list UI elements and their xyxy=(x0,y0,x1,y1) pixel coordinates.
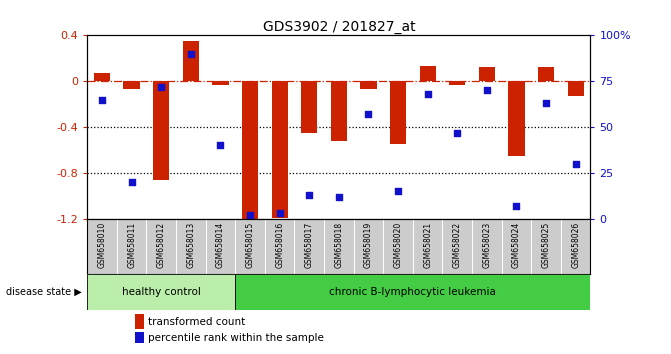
Point xyxy=(482,87,493,93)
Text: GSM658016: GSM658016 xyxy=(275,222,284,268)
Text: GSM658020: GSM658020 xyxy=(394,222,403,268)
Bar xyxy=(538,68,554,81)
Text: disease state ▶: disease state ▶ xyxy=(5,287,81,297)
Point xyxy=(156,84,166,90)
Text: percentile rank within the sample: percentile rank within the sample xyxy=(148,333,323,343)
Bar xyxy=(242,81,258,219)
Text: GSM658026: GSM658026 xyxy=(571,222,580,268)
Bar xyxy=(123,81,140,89)
Text: transformed count: transformed count xyxy=(148,317,245,327)
Text: GSM658012: GSM658012 xyxy=(157,222,166,268)
Point xyxy=(452,130,462,135)
Text: GSM658014: GSM658014 xyxy=(216,222,225,268)
Point xyxy=(245,212,256,218)
Text: GSM658017: GSM658017 xyxy=(305,222,314,268)
Bar xyxy=(87,274,236,310)
Bar xyxy=(272,81,288,218)
Bar xyxy=(212,81,229,85)
Bar xyxy=(331,81,347,141)
Point xyxy=(185,51,196,57)
Text: GSM658018: GSM658018 xyxy=(334,222,344,268)
Bar xyxy=(135,332,144,343)
Point xyxy=(422,91,433,97)
Bar xyxy=(236,274,590,310)
Bar xyxy=(135,314,144,329)
Text: chronic B-lymphocytic leukemia: chronic B-lymphocytic leukemia xyxy=(329,287,497,297)
Point xyxy=(511,203,522,209)
Bar xyxy=(449,81,466,85)
Text: GSM658023: GSM658023 xyxy=(482,222,491,268)
Bar xyxy=(301,81,317,133)
Point xyxy=(274,210,285,216)
Text: GSM658011: GSM658011 xyxy=(127,222,136,268)
Point xyxy=(215,143,226,148)
Text: healthy control: healthy control xyxy=(122,287,201,297)
Point xyxy=(363,112,374,117)
Bar xyxy=(94,73,110,81)
Text: GSM658010: GSM658010 xyxy=(97,222,107,268)
Point xyxy=(126,179,137,185)
Point xyxy=(333,194,344,200)
Point xyxy=(304,192,315,198)
Text: GSM658019: GSM658019 xyxy=(364,222,373,268)
Text: GSM658022: GSM658022 xyxy=(453,222,462,268)
Text: GSM658024: GSM658024 xyxy=(512,222,521,268)
Point xyxy=(570,161,581,166)
Text: GSM658015: GSM658015 xyxy=(246,222,254,268)
Title: GDS3902 / 201827_at: GDS3902 / 201827_at xyxy=(262,21,415,34)
Bar xyxy=(183,41,199,81)
Bar xyxy=(568,81,584,96)
Bar xyxy=(509,81,525,156)
Text: GSM658025: GSM658025 xyxy=(541,222,551,268)
Bar xyxy=(478,68,495,81)
Bar xyxy=(390,81,406,144)
Text: GSM658021: GSM658021 xyxy=(423,222,432,268)
Text: GSM658013: GSM658013 xyxy=(187,222,195,268)
Point xyxy=(541,101,552,106)
Bar xyxy=(153,81,169,180)
Bar xyxy=(419,66,435,81)
Point xyxy=(97,97,107,102)
Bar xyxy=(360,81,376,89)
Point xyxy=(393,188,403,194)
